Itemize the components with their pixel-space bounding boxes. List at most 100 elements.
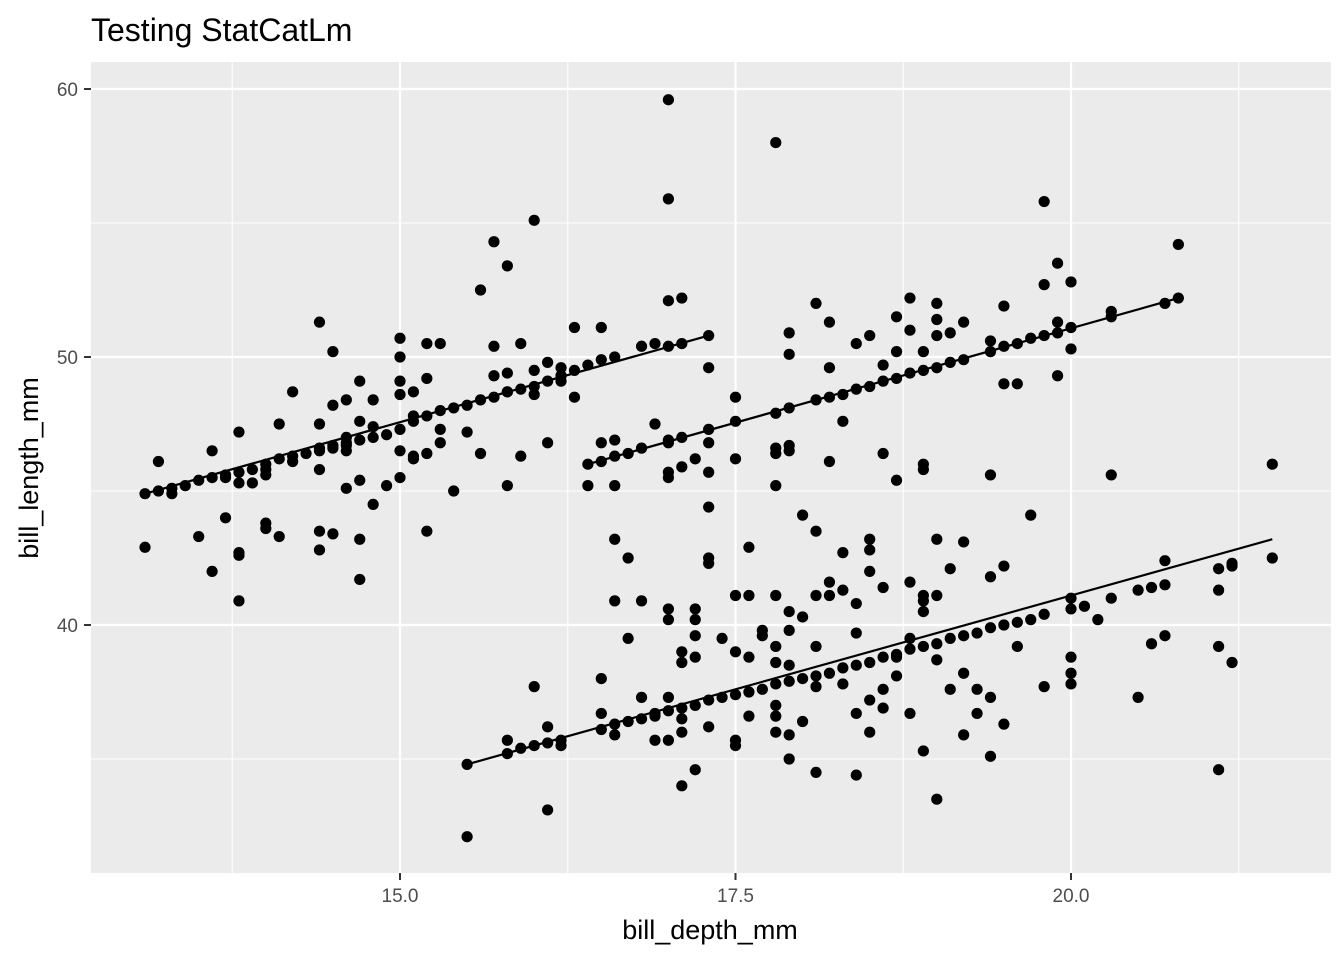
data-point xyxy=(193,530,205,543)
data-point xyxy=(354,474,366,486)
data-point xyxy=(783,624,795,636)
data-point xyxy=(152,485,165,497)
x-tick-label: 20.0 xyxy=(1053,886,1090,907)
data-point xyxy=(944,683,956,695)
data-point xyxy=(582,458,594,470)
data-point xyxy=(689,603,701,615)
data-point xyxy=(783,753,795,765)
data-point xyxy=(931,793,943,805)
data-point xyxy=(354,434,366,446)
data-point xyxy=(904,576,916,588)
data-point xyxy=(380,480,393,492)
data-point xyxy=(528,214,540,226)
data-point xyxy=(1038,681,1050,693)
data-point xyxy=(810,670,822,682)
data-point xyxy=(783,659,795,671)
data-point xyxy=(166,488,178,500)
data-point xyxy=(716,632,728,645)
data-point xyxy=(1213,764,1225,776)
data-point xyxy=(1159,555,1171,567)
data-point xyxy=(1226,557,1238,569)
data-points xyxy=(139,94,1278,843)
data-point xyxy=(1025,614,1037,626)
data-point xyxy=(877,375,889,387)
data-point xyxy=(689,453,701,465)
data-point xyxy=(380,429,393,441)
data-point xyxy=(219,512,232,524)
data-point xyxy=(233,466,245,478)
data-point xyxy=(729,391,742,403)
data-point xyxy=(743,589,755,602)
data-point xyxy=(327,442,339,454)
data-point xyxy=(904,324,916,336)
data-point xyxy=(837,547,849,559)
data-point xyxy=(421,525,433,537)
y-tick-label: 40 xyxy=(57,616,78,637)
data-point xyxy=(944,356,956,368)
data-point xyxy=(703,694,715,706)
data-point xyxy=(407,453,420,465)
data-point xyxy=(635,340,648,352)
data-point xyxy=(662,691,675,703)
data-point xyxy=(958,354,970,366)
data-point xyxy=(864,380,876,393)
data-point xyxy=(837,415,849,427)
data-point xyxy=(743,651,755,663)
data-point xyxy=(622,715,634,728)
data-point xyxy=(568,364,581,376)
data-point xyxy=(1078,600,1091,612)
data-point xyxy=(729,689,742,701)
data-point xyxy=(823,576,836,588)
x-axis-title: bill_depth_mm xyxy=(622,915,798,945)
data-point xyxy=(206,445,218,457)
data-point xyxy=(1051,327,1064,339)
data-point xyxy=(488,370,500,382)
data-point xyxy=(864,544,876,556)
major-gridlines xyxy=(91,62,1331,873)
data-point xyxy=(743,710,755,722)
data-point xyxy=(998,300,1010,312)
data-point xyxy=(394,351,406,363)
data-point xyxy=(864,329,876,342)
data-point xyxy=(770,480,782,492)
data-point xyxy=(904,632,916,645)
data-point xyxy=(756,630,768,642)
data-point xyxy=(542,737,554,749)
data-point xyxy=(394,472,406,484)
data-point xyxy=(313,544,326,556)
data-point xyxy=(1025,509,1037,521)
data-point xyxy=(689,630,701,642)
data-point xyxy=(850,383,862,395)
data-point xyxy=(864,533,876,545)
data-point xyxy=(689,614,701,626)
data-point xyxy=(313,525,326,537)
data-point xyxy=(984,335,997,347)
data-point xyxy=(770,656,782,669)
data-point xyxy=(810,640,822,653)
data-point xyxy=(662,603,675,615)
data-point xyxy=(515,383,527,395)
data-point xyxy=(783,445,795,457)
data-point xyxy=(1266,552,1278,564)
data-point xyxy=(984,469,997,481)
data-point xyxy=(542,356,554,368)
data-point xyxy=(931,313,943,326)
data-point xyxy=(1213,563,1225,575)
data-point xyxy=(998,619,1010,631)
data-point xyxy=(1065,343,1077,355)
data-point xyxy=(850,707,862,720)
data-point xyxy=(703,501,715,513)
data-point xyxy=(528,740,540,752)
data-point xyxy=(662,614,675,626)
data-point xyxy=(1145,581,1158,594)
data-point xyxy=(649,710,661,722)
data-point xyxy=(729,740,742,752)
data-point xyxy=(770,726,782,738)
data-point xyxy=(273,453,285,465)
data-point xyxy=(676,702,688,714)
data-point xyxy=(434,405,446,417)
data-point xyxy=(354,573,366,586)
data-point xyxy=(689,699,701,712)
data-point xyxy=(260,463,272,476)
